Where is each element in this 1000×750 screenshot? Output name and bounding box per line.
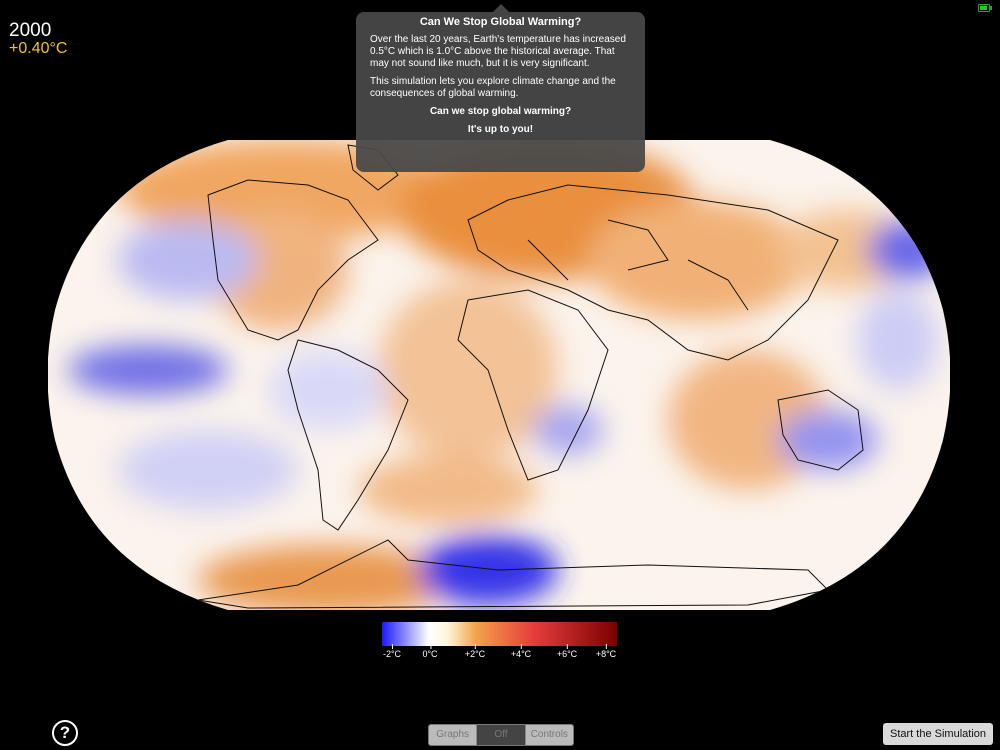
popover-title: Can We Stop Global Warming? (419, 16, 582, 28)
world-temperature-map[interactable] (48, 140, 950, 610)
scale-tick: 0°C (422, 644, 438, 659)
question-circle-icon[interactable]: ? (52, 720, 78, 746)
color-scale-bar (382, 622, 617, 646)
popover-paragraph-2: This simulation lets you explore climate… (370, 76, 616, 99)
intro-popover: Can We Stop Global Warming? Over the las… (356, 4, 645, 172)
scale-tick: +2°C (465, 644, 485, 659)
start-simulation-button[interactable]: Start the Simulation (883, 723, 993, 745)
scale-tick: +6°C (557, 644, 577, 659)
scale-tick: +4°C (511, 644, 531, 659)
popover-question: Can we stop global warming? (429, 106, 572, 117)
popover-paragraph-1: Over the last 20 years, Earth's temperat… (370, 34, 626, 69)
segment-graphs[interactable]: Graphs (429, 725, 478, 745)
segment-off[interactable]: Off (477, 725, 526, 745)
battery-icon (978, 4, 992, 12)
year-label: 2000 (9, 20, 52, 41)
temperature-color-scale: -2°C 0°C +2°C +4°C +6°C +8°C (382, 622, 617, 660)
temperature-anomaly-label: +0.40°C (9, 40, 68, 57)
scale-tick: -2°C (383, 644, 401, 659)
popover-answer: It's up to you! (467, 124, 534, 135)
scale-tick: +8°C (596, 644, 616, 659)
segment-controls[interactable]: Controls (525, 725, 573, 745)
view-mode-segmented-control[interactable]: Graphs Off Controls (428, 724, 574, 746)
